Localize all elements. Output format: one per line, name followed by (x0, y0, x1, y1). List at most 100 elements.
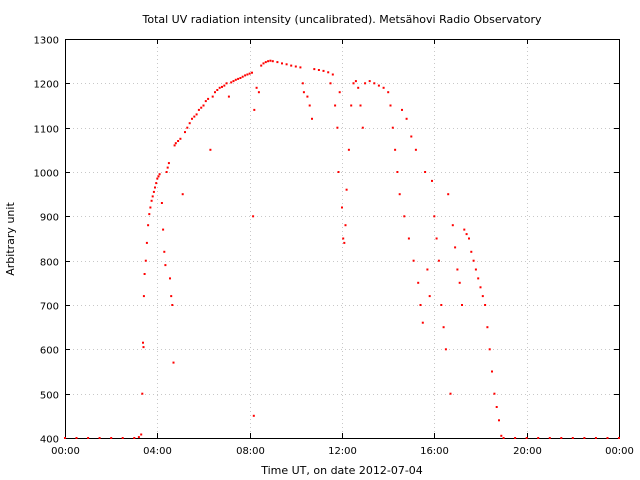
data-point (336, 126, 339, 129)
y-tick-label: 1300 (34, 36, 59, 47)
data-point (172, 361, 175, 364)
data-point (387, 91, 390, 94)
data-point (157, 175, 160, 178)
x-tick-label: 00:00 (605, 446, 634, 457)
data-point (163, 250, 166, 253)
data-point (412, 259, 415, 262)
data-point (197, 108, 200, 111)
data-point (451, 224, 454, 227)
data-point (234, 78, 237, 81)
data-point (140, 433, 143, 436)
data-point (299, 66, 302, 69)
data-point (154, 186, 156, 189)
data-point (147, 224, 150, 227)
data-point (606, 437, 609, 439)
data-point (442, 326, 445, 329)
data-point (449, 392, 452, 395)
data-point (137, 436, 140, 439)
data-point (431, 179, 433, 182)
data-point (327, 71, 330, 74)
data-point (474, 268, 477, 271)
data-point (403, 215, 406, 218)
data-point (218, 86, 221, 89)
data-point (354, 80, 357, 83)
data-point (281, 62, 283, 65)
y-axis-label: Arbitrary unit (4, 202, 17, 276)
data-point (267, 60, 270, 63)
data-point (368, 80, 371, 83)
data-point (389, 104, 392, 107)
data-point (171, 304, 174, 306)
data-point (361, 126, 364, 129)
data-point (149, 206, 152, 209)
data-point (317, 69, 320, 71)
data-point (500, 434, 503, 437)
data-point (98, 437, 101, 439)
data-point (64, 437, 66, 439)
data-point (410, 135, 413, 138)
data-point (169, 277, 171, 280)
data-point (398, 193, 401, 196)
data-point (269, 59, 272, 62)
data-point (437, 259, 440, 262)
data-point (414, 148, 417, 151)
data-point (188, 122, 191, 125)
data-point (302, 91, 305, 94)
x-tick-label: 12:00 (328, 446, 357, 457)
data-point (359, 104, 362, 107)
data-point (155, 182, 158, 185)
data-point (87, 437, 90, 439)
data-point (560, 437, 563, 439)
data-point (223, 84, 226, 87)
data-point (306, 95, 309, 98)
data-point (191, 117, 193, 120)
data-point (301, 82, 304, 85)
data-point (463, 228, 466, 231)
data-point (252, 414, 255, 417)
data-point (341, 206, 343, 209)
data-point (177, 140, 180, 142)
data-point (364, 82, 367, 85)
data-point (401, 108, 403, 111)
data-point (251, 71, 253, 74)
data-point (571, 437, 574, 439)
data-point (285, 63, 288, 66)
y-tick-label: 500 (40, 391, 59, 402)
data-point (264, 61, 267, 64)
data-point (151, 195, 154, 198)
data-point (166, 166, 169, 169)
data-point (345, 188, 348, 191)
data-point (195, 113, 198, 116)
y-tick-label: 900 (40, 213, 59, 224)
data-point (144, 259, 147, 262)
data-point (352, 82, 355, 85)
data-point (252, 215, 255, 218)
data-point (343, 241, 346, 244)
data-point (167, 162, 170, 165)
data-point (426, 268, 429, 271)
data-point (241, 75, 244, 78)
data-point (337, 171, 340, 173)
data-point (179, 137, 182, 140)
data-point (160, 202, 163, 204)
data-point (181, 193, 184, 196)
data-point (110, 437, 113, 439)
data-point (391, 126, 394, 129)
data-point (493, 392, 496, 395)
data-point (525, 437, 528, 439)
data-point (334, 104, 337, 107)
data-point (428, 295, 431, 298)
data-point (344, 224, 347, 227)
data-point (121, 437, 124, 439)
data-point (396, 171, 399, 173)
data-point (486, 326, 489, 329)
data-point (481, 295, 484, 298)
data-point (583, 437, 586, 439)
data-point (193, 115, 196, 118)
data-point (225, 82, 228, 85)
data-point (618, 437, 620, 439)
y-tick-label: 1100 (34, 125, 59, 136)
data-point (202, 104, 205, 107)
y-tick-label: 400 (40, 435, 59, 446)
